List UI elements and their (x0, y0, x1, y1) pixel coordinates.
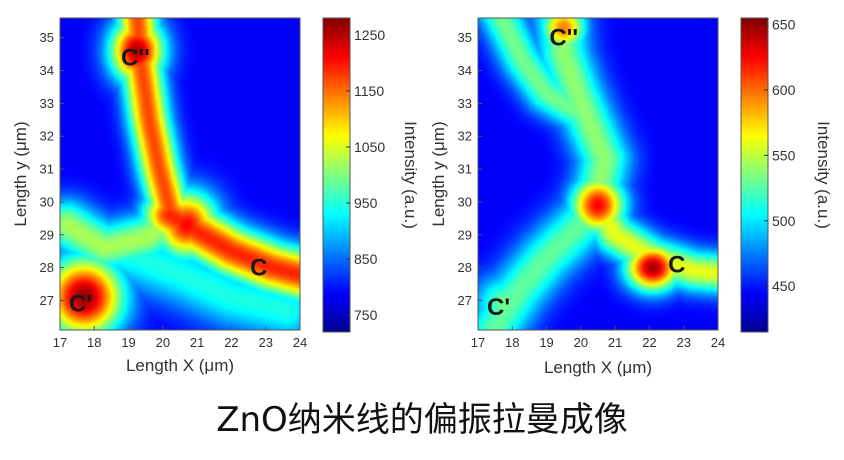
y-axis-label-right: Length y (μm) (429, 121, 448, 226)
point-annotation: C (668, 251, 685, 278)
colorbar-tick-label: 450 (772, 278, 796, 294)
colorbar-ticks-right: 450 500 550 600 650 (764, 17, 796, 294)
x-tick-label: 24 (293, 335, 307, 350)
x-axis-label-left: Length X (μm) (126, 356, 234, 375)
x-tick-label: 22 (224, 335, 238, 350)
x-tick-label: 18 (87, 335, 101, 350)
colorbar-tick-label: 750 (354, 307, 378, 323)
y-tick-label: 33 (40, 96, 54, 111)
y-tick-label: 29 (40, 227, 54, 242)
annotations-right: C'' C' C (487, 25, 685, 321)
axis-ticks-right: 17 18 19 20 21 22 23 24 27 28 29 30 31 32 33 34 35 (458, 30, 726, 350)
colorbar-tick-label: 850 (354, 251, 378, 267)
y-tick-label: 31 (458, 162, 472, 177)
heatmap-image-right (478, 18, 718, 330)
y-tick-label: 33 (458, 96, 472, 111)
x-tick-label: 19 (539, 335, 553, 350)
x-tick-label: 22 (642, 335, 656, 350)
x-tick-label: 19 (121, 335, 135, 350)
x-tick-label: 21 (190, 335, 204, 350)
y-tick-label: 34 (40, 63, 54, 78)
colorbar-ticks-left: 750 850 950 1050 1150 1250 (346, 27, 385, 323)
heatmap-image-left (60, 18, 300, 330)
colorbar-tick-label: 500 (772, 213, 796, 229)
figure-caption: ZnO纳米线的偏振拉曼成像 (216, 400, 628, 440)
y-tick-label: 28 (458, 260, 472, 275)
y-tick-label: 27 (40, 293, 54, 308)
x-tick-label: 24 (711, 335, 725, 350)
y-tick-label: 28 (40, 260, 54, 275)
colorbar-tick-label: 650 (772, 17, 796, 33)
colorbar-tick-label: 600 (772, 82, 796, 98)
colorbar-tick-label: 1150 (354, 83, 384, 99)
point-annotation: C'' (121, 44, 150, 71)
point-annotation: C' (487, 294, 510, 321)
y-axis-label-left: Length y (μm) (11, 121, 30, 226)
x-tick-label: 20 (156, 335, 170, 350)
y-tick-label: 30 (40, 194, 54, 209)
y-tick-label: 31 (40, 162, 54, 177)
colorbar-label-right: Intensity (a.u.) (814, 121, 833, 229)
x-tick-label: 17 (471, 335, 485, 350)
y-tick-label: 30 (458, 194, 472, 209)
y-tick-label: 32 (40, 129, 54, 144)
y-tick-label: 32 (458, 129, 472, 144)
x-tick-label: 23 (676, 335, 690, 350)
x-tick-label: 17 (53, 335, 67, 350)
point-annotation: C'' (549, 25, 578, 52)
colorbar-tick-label: 1250 (354, 27, 385, 43)
axis-ticks-left: 17 18 19 20 21 22 23 24 27 28 29 30 31 32 33 34 35 (40, 30, 308, 350)
y-tick-label: 29 (458, 227, 472, 242)
y-tick-label: 35 (458, 30, 472, 45)
colorbar-tick-label: 550 (772, 147, 796, 163)
colorbar-label-left: Intensity (a.u.) (401, 121, 420, 229)
colorbar-tick-label: 950 (354, 195, 378, 211)
x-tick-label: 21 (608, 335, 622, 350)
x-tick-label: 20 (574, 335, 588, 350)
x-tick-label: 18 (505, 335, 519, 350)
y-tick-label: 34 (458, 63, 472, 78)
colorbar-left (322, 17, 351, 333)
y-tick-label: 35 (40, 30, 54, 45)
point-annotation: C (250, 255, 267, 282)
point-annotation: C' (69, 291, 92, 318)
colorbar-right (740, 17, 769, 333)
y-tick-label: 27 (458, 293, 472, 308)
annotations-left: C'' C' C (69, 44, 267, 317)
x-tick-label: 23 (258, 335, 272, 350)
x-axis-label-right: Length X (μm) (544, 358, 652, 377)
colorbar-tick-label: 1050 (354, 139, 385, 155)
